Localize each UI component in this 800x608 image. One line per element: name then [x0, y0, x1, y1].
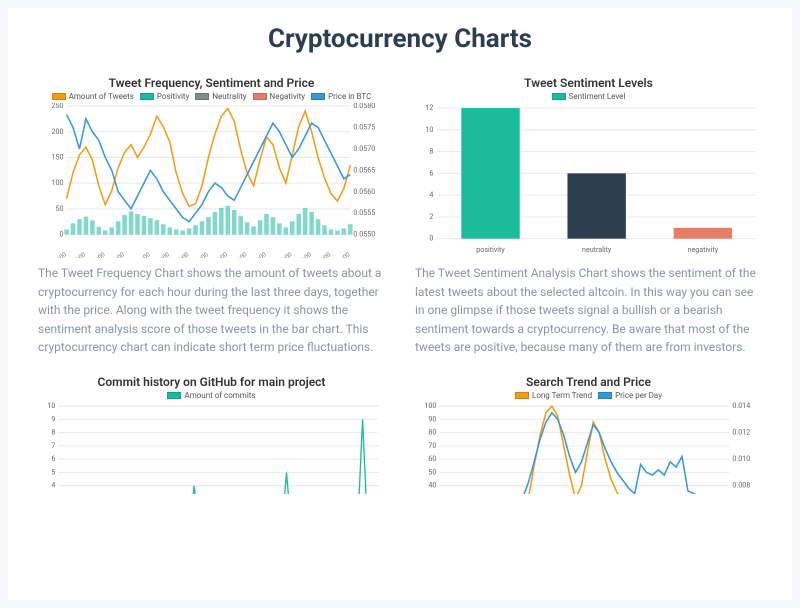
svg-text:0: 0 — [429, 234, 433, 243]
page-title: Cryptocurrency Charts — [38, 24, 762, 54]
legend-swatch — [140, 93, 154, 100]
svg-text:100: 100 — [424, 402, 436, 410]
svg-text:0.008: 0.008 — [732, 481, 750, 490]
svg-text:12: 12 — [425, 103, 433, 112]
svg-text:9: 9 — [51, 414, 55, 423]
card-sentiment-levels: Tweet Sentiment Levels Sentiment Level 0… — [415, 76, 762, 357]
svg-text:10: 10 — [47, 402, 55, 410]
legend-swatch — [311, 93, 325, 100]
legend-label: Long Term Trend — [532, 391, 592, 400]
card-commit-history: Commit history on GitHub for main projec… — [38, 375, 385, 494]
svg-text:4: 4 — [429, 190, 433, 199]
legend-label: Price in BTC — [328, 92, 371, 101]
svg-text:positivity: positivity — [476, 245, 505, 254]
svg-text:7: 7 — [51, 441, 55, 450]
legend-item: Negativity — [253, 92, 306, 101]
svg-text:6: 6 — [51, 454, 55, 463]
search-legend: Long Term Trend Price per Day — [415, 391, 762, 400]
tweet-freq-chart: 0 50 100 150 200 250 0.0550 0.0555 0.0560 0.0565 0… — [38, 103, 385, 258]
svg-text:0.0550: 0.0550 — [353, 230, 375, 239]
legend-item: Neutrality — [195, 92, 246, 101]
svg-text:50: 50 — [428, 467, 436, 476]
legend-swatch — [598, 392, 612, 399]
svg-text:50: 50 — [55, 204, 63, 213]
legend-label: Neutrality — [212, 92, 246, 101]
svg-text:0.014: 0.014 — [732, 402, 750, 410]
chart-grid: Tweet Frequency, Sentiment and Price Amo… — [38, 76, 762, 494]
legend-swatch — [253, 93, 267, 100]
svg-text:3-28 8:00: 3-28 8:00 — [128, 251, 152, 258]
svg-text:neutrality: neutrality — [582, 245, 612, 254]
card-search-trend: Search Trend and Price Long Term Trend Pr… — [415, 375, 762, 494]
sentiment-description: The Tweet Sentiment Analysis Chart shows… — [415, 264, 762, 357]
svg-text:0.0555: 0.0555 — [353, 208, 375, 217]
svg-text:3-29 19:00: 3-29 19:00 — [267, 251, 294, 258]
svg-text:0.0570: 0.0570 — [353, 144, 375, 153]
svg-text:2: 2 — [429, 212, 433, 221]
svg-text:0.0560: 0.0560 — [353, 187, 375, 196]
search-chart: 01020304050607080901000.0060.0080.0100.0… — [415, 402, 762, 494]
svg-text:0.012: 0.012 — [732, 428, 750, 437]
svg-text:negativity: negativity — [688, 245, 719, 254]
svg-text:6: 6 — [429, 168, 433, 177]
legend-item: Price per Day — [598, 391, 662, 400]
legend-label: Amount of Tweets — [69, 92, 134, 101]
legend-swatch — [515, 392, 529, 399]
svg-text:40: 40 — [428, 481, 436, 490]
legend-swatch — [167, 392, 181, 399]
svg-text:250: 250 — [51, 103, 63, 110]
chart-title: Tweet Frequency, Sentiment and Price — [38, 76, 385, 90]
legend-label: Price per Day — [615, 391, 662, 400]
sentiment-chart: 0 2 4 6 8 10 12 positivity neutrality negativity — [415, 103, 762, 258]
tweet-freq-description: The Tweet Frequency Chart shows the amou… — [38, 264, 385, 357]
legend-swatch — [552, 93, 566, 100]
legend-label: Negativity — [270, 92, 306, 101]
legend-label: Sentiment Level — [569, 92, 626, 101]
svg-text:90: 90 — [428, 414, 436, 423]
svg-text:150: 150 — [51, 152, 63, 161]
chart-title: Search Trend and Price — [415, 375, 762, 389]
commit-legend: Amount of commits — [38, 391, 385, 400]
svg-text:0: 0 — [59, 230, 63, 239]
card-tweet-frequency: Tweet Frequency, Sentiment and Price Amo… — [38, 76, 385, 357]
legend-item: Sentiment Level — [552, 92, 626, 101]
chart-title: Tweet Sentiment Levels — [415, 76, 762, 90]
legend-label: Positivity — [157, 92, 189, 101]
chart-title: Commit history on GitHub for main projec… — [38, 375, 385, 389]
legend-label: Amount of commits — [184, 391, 255, 400]
svg-text:100: 100 — [51, 178, 63, 187]
legend-item: Amount of Tweets — [52, 92, 134, 101]
sentiment-legend: Sentiment Level — [415, 92, 762, 101]
legend-item: Positivity — [140, 92, 189, 101]
page: Cryptocurrency Charts Tweet Frequency, S… — [8, 8, 792, 600]
svg-text:200: 200 — [51, 127, 63, 136]
svg-text:0.010: 0.010 — [732, 454, 750, 463]
svg-text:5: 5 — [51, 467, 55, 476]
commit-chart: 012345678910 — [38, 402, 385, 494]
svg-text:0.0565: 0.0565 — [353, 165, 375, 174]
svg-text:4: 4 — [51, 481, 55, 490]
legend-item: Long Term Trend — [515, 391, 592, 400]
legend-swatch — [195, 93, 209, 100]
svg-text:70: 70 — [428, 441, 436, 450]
svg-text:80: 80 — [428, 428, 436, 437]
legend-item: Price in BTC — [311, 92, 371, 101]
svg-text:8: 8 — [51, 428, 55, 437]
legend-item: Amount of commits — [167, 391, 255, 400]
svg-text:10: 10 — [425, 125, 433, 134]
svg-text:60: 60 — [428, 454, 436, 463]
svg-text:8: 8 — [429, 147, 433, 156]
svg-text:0.0575: 0.0575 — [353, 122, 375, 131]
svg-text:3-27 12:00: 3-27 12:00 — [41, 251, 68, 258]
tweet-freq-legend: Amount of Tweets Positivity Neutrality Nega… — [38, 92, 385, 101]
legend-swatch — [52, 93, 66, 100]
svg-text:0.0580: 0.0580 — [353, 103, 375, 110]
